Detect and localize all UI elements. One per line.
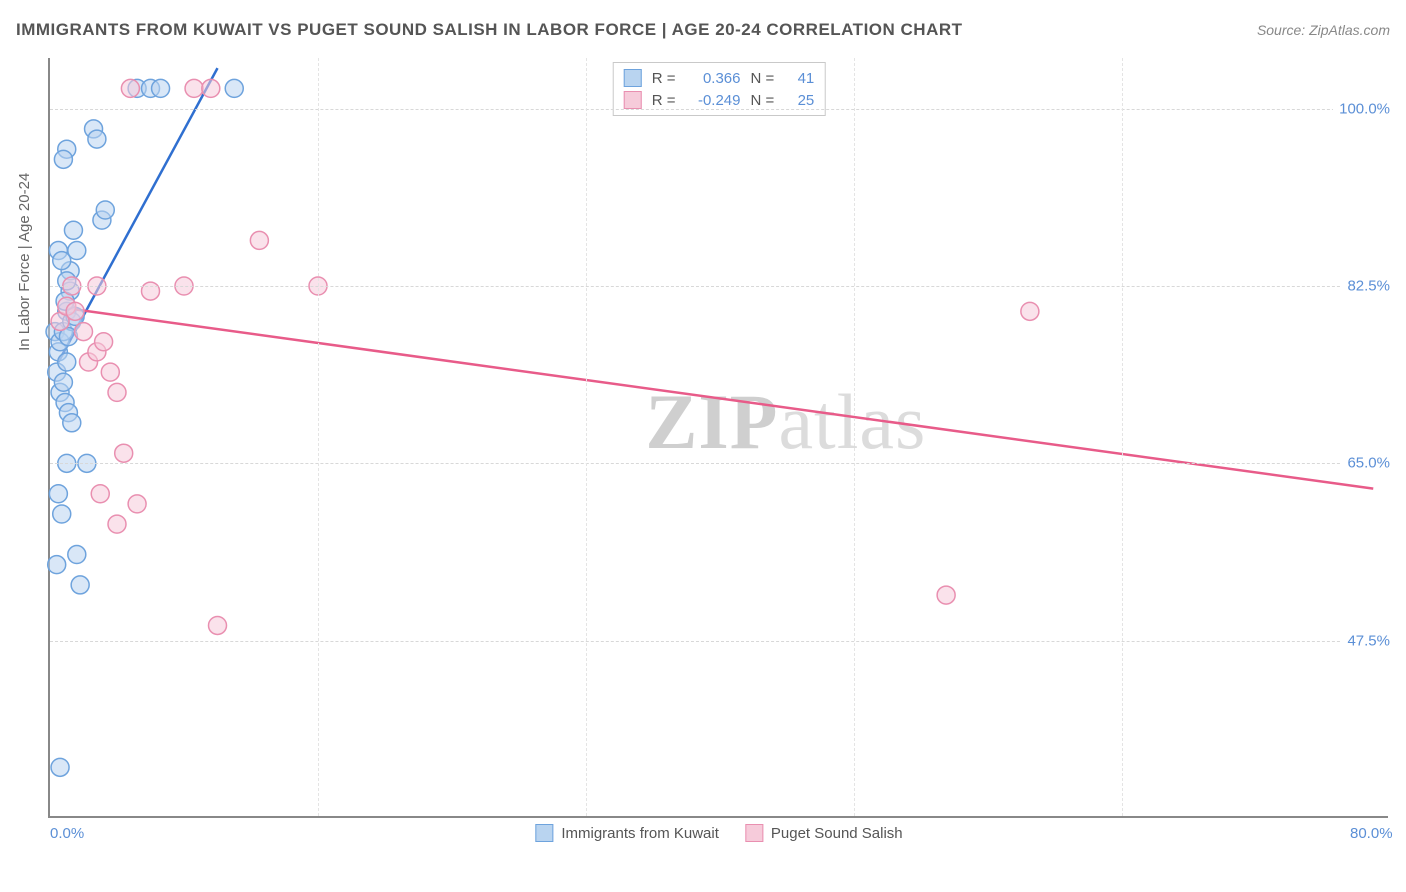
r-value: 0.366: [686, 70, 741, 87]
gridline-h: [50, 641, 1390, 642]
swatch-salish: [745, 824, 763, 842]
point-salish: [128, 495, 146, 513]
point-kuwait: [152, 79, 170, 97]
legend-bottom: Immigrants from Kuwait Puget Sound Salish: [535, 824, 902, 842]
point-salish: [91, 485, 109, 503]
point-salish: [75, 323, 93, 341]
point-salish: [108, 383, 126, 401]
point-kuwait: [71, 576, 89, 594]
point-salish: [937, 586, 955, 604]
r-label: R =: [652, 92, 676, 109]
gridline-v: [1122, 58, 1123, 816]
gridline-h: [50, 109, 1390, 110]
y-tick-label: 65.0%: [1341, 455, 1390, 472]
point-kuwait: [48, 556, 66, 574]
legend-label: Puget Sound Salish: [771, 825, 903, 842]
point-salish: [202, 79, 220, 97]
legend-stat-row-kuwait: R = 0.366 N = 41: [620, 67, 819, 89]
legend-label: Immigrants from Kuwait: [561, 825, 719, 842]
point-kuwait: [49, 485, 67, 503]
point-salish: [142, 282, 160, 300]
y-tick-label: 82.5%: [1341, 278, 1390, 295]
n-label: N =: [751, 92, 775, 109]
point-salish: [185, 79, 203, 97]
r-label: R =: [652, 70, 676, 87]
gridline-h: [50, 286, 1390, 287]
y-tick-label: 47.5%: [1341, 632, 1390, 649]
swatch-kuwait: [624, 69, 642, 87]
point-salish: [209, 616, 227, 634]
r-value: -0.249: [686, 92, 741, 109]
gridline-v: [854, 58, 855, 816]
x-tick-label: 80.0%: [1350, 825, 1393, 842]
n-label: N =: [751, 70, 775, 87]
point-kuwait: [51, 758, 69, 776]
chart-title: IMMIGRANTS FROM KUWAIT VS PUGET SOUND SA…: [16, 20, 963, 40]
y-tick-label: 100.0%: [1333, 100, 1390, 117]
title-bar: IMMIGRANTS FROM KUWAIT VS PUGET SOUND SA…: [16, 20, 1390, 40]
n-value: 25: [784, 92, 814, 109]
point-salish: [108, 515, 126, 533]
swatch-salish: [624, 91, 642, 109]
plot-area: ZIPatlas R =0.366N =41R =-0.249N =25 Imm…: [48, 58, 1388, 818]
point-salish: [66, 302, 84, 320]
y-axis-title: In Labor Force | Age 20-24: [16, 173, 33, 351]
n-value: 41: [784, 70, 814, 87]
gridline-v: [586, 58, 587, 816]
point-salish: [95, 333, 113, 351]
point-kuwait: [64, 221, 82, 239]
point-kuwait: [96, 201, 114, 219]
point-kuwait: [53, 505, 71, 523]
source-label: Source: ZipAtlas.com: [1257, 22, 1390, 38]
point-kuwait: [53, 252, 71, 270]
legend-item-kuwait: Immigrants from Kuwait: [535, 824, 719, 842]
trend-line-salish: [67, 308, 1374, 488]
point-salish: [1021, 302, 1039, 320]
point-salish: [121, 79, 139, 97]
point-kuwait: [58, 353, 76, 371]
scatter-plot-svg: [50, 58, 1388, 816]
point-kuwait: [54, 150, 72, 168]
legend-item-salish: Puget Sound Salish: [745, 824, 903, 842]
point-salish: [250, 231, 268, 249]
point-salish: [115, 444, 133, 462]
gridline-h: [50, 463, 1390, 464]
point-salish: [101, 363, 119, 381]
point-kuwait: [68, 546, 86, 564]
point-kuwait: [88, 130, 106, 148]
point-kuwait: [225, 79, 243, 97]
point-kuwait: [54, 373, 72, 391]
swatch-kuwait: [535, 824, 553, 842]
gridline-v: [318, 58, 319, 816]
point-kuwait: [63, 414, 81, 432]
x-tick-label: 0.0%: [50, 825, 84, 842]
